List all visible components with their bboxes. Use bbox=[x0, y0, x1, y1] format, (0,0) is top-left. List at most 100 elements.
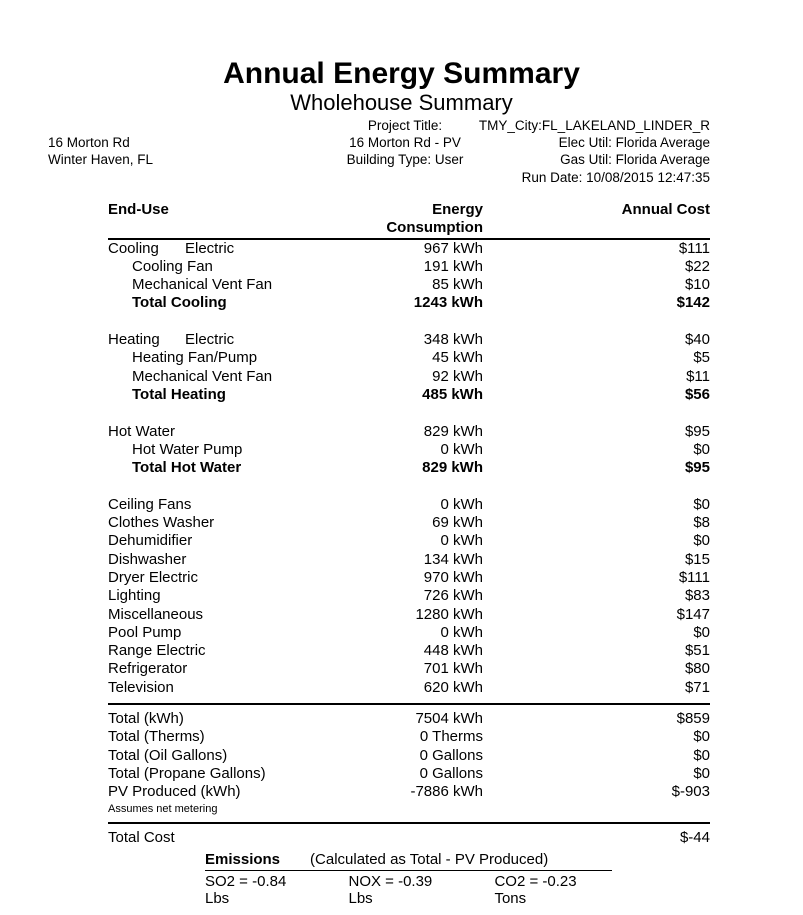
table-row: Heating Electric 348 kWh $40 bbox=[108, 331, 710, 349]
end-use-cell: Television bbox=[108, 679, 348, 697]
consumption-value bbox=[348, 829, 483, 847]
end-use-label: Refrigerator bbox=[108, 660, 188, 678]
table-row: Miscellaneous 1280 kWh $147 bbox=[108, 606, 710, 624]
project-info-block: Project Title: 16 Morton Rd - PV Buildin… bbox=[295, 117, 515, 169]
cost-value: $111 bbox=[678, 568, 710, 586]
cost-value: $22 bbox=[684, 257, 710, 275]
end-use-cell: Hot Water bbox=[108, 423, 348, 441]
cost-value: $0 bbox=[693, 728, 710, 746]
consumption-value: 134 kWh bbox=[423, 550, 483, 568]
cost-value: $0 bbox=[693, 746, 710, 764]
consumption-value: 0 Therms bbox=[419, 728, 483, 746]
end-use-cell: PV Produced (kWh) Assumes net metering bbox=[108, 783, 348, 815]
emissions-co2: CO2 = -0.23 Tons bbox=[494, 872, 577, 907]
end-use-label: Clothes Washer bbox=[108, 514, 215, 532]
end-use-label: Cooling bbox=[108, 239, 159, 257]
cost-value: $-44 bbox=[679, 828, 710, 846]
cost-value: $11 bbox=[686, 367, 710, 385]
table-row: Lighting 726 kWh $83 bbox=[108, 587, 710, 605]
project-title-label: Project Title: bbox=[367, 118, 443, 133]
consumption-value: 970 kWh bbox=[423, 568, 483, 586]
end-use-label: Ceiling Fans bbox=[108, 495, 192, 513]
column-header-end-use: End-Use bbox=[108, 201, 348, 240]
end-use-label: Cooling Fan bbox=[132, 257, 213, 275]
table-row: Mechanical Vent Fan 92 kWh $11 bbox=[108, 368, 710, 386]
end-use-cell: Mechanical Vent Fan bbox=[108, 368, 348, 386]
cost-value: $0 bbox=[693, 495, 710, 513]
end-use-label: Dryer Electric bbox=[108, 568, 199, 586]
end-use-cell: Dishwasher bbox=[108, 551, 348, 569]
cost-value: $0 bbox=[693, 623, 710, 641]
spacer-cell bbox=[108, 477, 710, 495]
consumption-value: 7504 kWh bbox=[415, 710, 483, 728]
end-use-label: Total Cooling bbox=[132, 294, 227, 312]
end-use-label: Mechanical Vent Fan bbox=[132, 367, 273, 385]
consumption-value: 348 kWh bbox=[423, 331, 483, 349]
end-use-cell: Dryer Electric bbox=[108, 569, 348, 587]
energy-table-body: Cooling Electric 967 kWh $111 Cooling Fan 191… bbox=[108, 239, 710, 847]
consumption-value: 0 Gallons bbox=[419, 764, 483, 782]
end-use-label: Hot Water Pump bbox=[132, 440, 243, 458]
table-row: Dishwasher 134 kWh $15 bbox=[108, 551, 710, 569]
cost-value: $5 bbox=[693, 349, 710, 367]
table-row: Total Cost $-44 bbox=[108, 829, 710, 847]
table-row: Dryer Electric 970 kWh $111 bbox=[108, 569, 710, 587]
end-use-cell: Total (Oil Gallons) bbox=[108, 747, 348, 765]
end-use-cell: Clothes Washer bbox=[108, 514, 348, 532]
address-line-2: Winter Haven, FL bbox=[48, 152, 154, 168]
consumption-value: 0 kWh bbox=[440, 623, 483, 641]
cost-value: $859 bbox=[676, 710, 710, 728]
end-use-cell: Range Electric bbox=[108, 642, 348, 660]
section-rule-cell bbox=[108, 816, 710, 829]
end-use-cell: Total (kWh) bbox=[108, 710, 348, 728]
cost-value: $0 bbox=[693, 440, 710, 458]
consumption-value: 620 kWh bbox=[423, 678, 483, 696]
consumption-value: 0 kWh bbox=[440, 495, 483, 513]
end-use-label: Heating bbox=[108, 331, 160, 349]
cost-value: $71 bbox=[684, 678, 710, 696]
end-use-label: Total (Propane Gallons) bbox=[108, 764, 266, 782]
table-row: Total (Propane Gallons) 0 Gallons $0 bbox=[108, 765, 710, 783]
consumption-value: 829 kWh bbox=[423, 422, 483, 440]
emissions-values: SO2 = -0.84 Lbs NOX = -0.39 Lbs CO2 = -0… bbox=[205, 871, 612, 907]
table-row: Ceiling Fans 0 kWh $0 bbox=[108, 496, 710, 514]
end-use-label: Miscellaneous bbox=[108, 605, 204, 623]
site-address-block: 16 Morton Rd Winter Haven, FL bbox=[48, 134, 153, 168]
consumption-value: 69 kWh bbox=[432, 514, 483, 532]
spacer-row bbox=[108, 477, 710, 495]
consumption-value: 967 kWh bbox=[423, 239, 483, 257]
table-row: Total (Oil Gallons) 0 Gallons $0 bbox=[108, 747, 710, 765]
run-date: Run Date: 10/08/2015 12:47:35 bbox=[521, 169, 710, 185]
end-use-cell: Ceiling Fans bbox=[108, 496, 348, 514]
table-row: PV Produced (kWh) Assumes net metering -78… bbox=[108, 783, 710, 815]
consumption-value: 701 kWh bbox=[423, 660, 483, 678]
end-use-cell: Refrigerator bbox=[108, 660, 348, 678]
end-use-label: Dishwasher bbox=[108, 550, 187, 568]
table-row: Total Hot Water 829 kWh $95 bbox=[108, 459, 710, 477]
consumption-value: 0 kWh bbox=[440, 440, 483, 458]
cost-value: $83 bbox=[684, 587, 710, 605]
table-header-row: End-Use Energy Consumption Annual Cost bbox=[108, 201, 710, 240]
end-use-label: Range Electric bbox=[108, 642, 206, 660]
end-use-cell: Dehumidifier bbox=[108, 532, 348, 550]
cost-value: $56 bbox=[684, 385, 710, 403]
spacer-row bbox=[108, 404, 710, 422]
table-row: Refrigerator 701 kWh $80 bbox=[108, 660, 710, 678]
spacer-row bbox=[108, 313, 710, 331]
cost-value: $8 bbox=[693, 514, 710, 532]
end-use-cell: Total Cost bbox=[108, 829, 348, 847]
emissions-subtitle: (Calculated as Total - PV Produced) bbox=[310, 850, 549, 868]
cost-value: $40 bbox=[684, 331, 710, 349]
end-use-label: Total (Therms) bbox=[108, 728, 205, 746]
end-use-cell: Total (Therms) bbox=[108, 728, 348, 746]
end-use-label: Lighting bbox=[108, 587, 161, 605]
consumption-value: -7886 kWh bbox=[410, 783, 483, 801]
table-row: Pool Pump 0 kWh $0 bbox=[108, 624, 710, 642]
table-row: Total (kWh) 7504 kWh $859 bbox=[108, 710, 710, 728]
end-use-cell: Heating Electric bbox=[108, 331, 348, 349]
spacer-cell bbox=[108, 313, 710, 331]
elec-util: Elec Util: Florida Average bbox=[558, 135, 710, 151]
end-use-label: PV Produced (kWh) bbox=[108, 783, 241, 801]
end-use-cell: Cooling Electric bbox=[108, 239, 348, 258]
